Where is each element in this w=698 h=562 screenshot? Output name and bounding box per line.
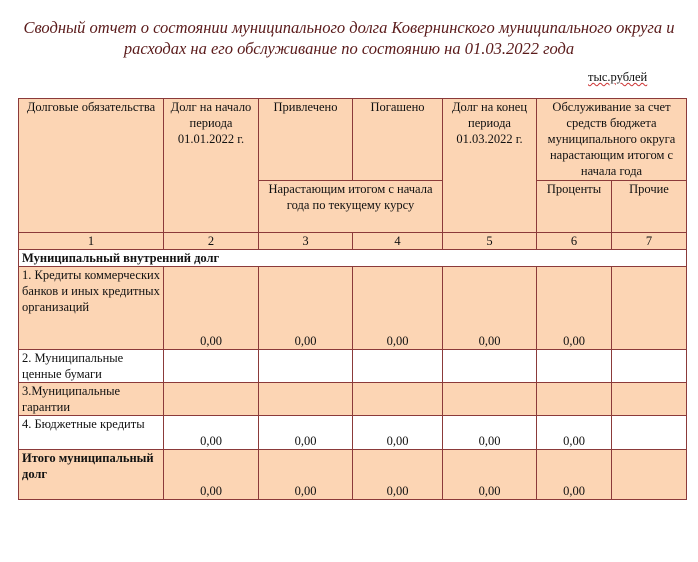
column-number: 7 [611,232,687,250]
row-label: 1. Кредиты коммерческих банков и иных кр… [18,266,164,350]
header-debt-start: Долг на начало периода 01.01.2022 г. [163,98,259,233]
section-heading: Муниципальный внутренний долг [18,249,687,267]
cell-value: 0,00 [536,449,612,500]
cell-value [611,449,687,500]
column-number: 5 [442,232,537,250]
cell-value [163,382,259,416]
header-other: Прочие [611,180,687,233]
header-interest: Проценты [536,180,612,233]
row-label: 2. Муниципальные ценные бумаги [18,349,164,383]
column-number: 2 [163,232,259,250]
header-debt-end: Долг на конец периода 01.03.2022 г. [442,98,537,233]
row-label: 3.Муниципальные гарантии [18,382,164,416]
table-row: 4. Бюджетные кредиты 0,00 0,00 0,00 0,00… [18,415,687,450]
cell-value [163,349,259,383]
cell-value: 0,00 [442,449,537,500]
cell-value [352,349,443,383]
unit-label: тыс.рублей [588,70,648,84]
cell-value: 0,00 [536,415,612,450]
cell-value: 0,00 [163,415,259,450]
cell-value: 0,00 [163,266,259,350]
cell-value: 0,00 [258,266,353,350]
cell-value: 0,00 [442,266,537,350]
cell-value: 0,00 [536,266,612,350]
column-number: 6 [536,232,612,250]
column-number: 3 [258,232,353,250]
column-number: 1 [18,232,164,250]
cell-value [258,349,353,383]
cell-value [352,382,443,416]
cell-value [611,266,687,350]
cell-value: 0,00 [352,449,443,500]
cell-value [536,349,612,383]
cell-value [442,382,537,416]
row-label: 4. Бюджетные кредиты [18,415,164,450]
cell-value [611,415,687,450]
cell-value [536,382,612,416]
title-line-2: расходах на его обслуживание по состояни… [123,39,575,58]
cell-value: 0,00 [258,449,353,500]
cell-value [442,349,537,383]
cell-value: 0,00 [163,449,259,500]
cell-value: 0,00 [258,415,353,450]
cell-value: 0,00 [352,266,443,350]
header-debt-obligations: Долговые обязательства [18,98,164,233]
report-title: Сводный отчет о состоянии муниципального… [0,17,698,59]
header-cumulative: Нарастающим итогом с начала года по теку… [258,180,443,233]
row-label: Итого муниципальный долг [18,449,164,500]
header-repaid: Погашено [352,98,443,181]
header-attracted: Привлечено [258,98,353,181]
total-row: Итого муниципальный долг 0,00 0,00 0,00 … [18,449,687,500]
cell-value [611,349,687,383]
cell-value: 0,00 [442,415,537,450]
cell-value [611,382,687,416]
title-line-1: Сводный отчет о состоянии муниципального… [23,18,675,37]
header-servicing: Обслуживание за счет средств бюджета мун… [536,98,687,181]
cell-value [258,382,353,416]
column-number: 4 [352,232,443,250]
table-row: 2. Муниципальные ценные бумаги [18,349,687,383]
table-row: 3.Муниципальные гарантии [18,382,687,416]
cell-value: 0,00 [352,415,443,450]
table-row: 1. Кредиты коммерческих банков и иных кр… [18,266,687,350]
debt-table: Долговые обязательства Долг на начало пе… [18,98,687,500]
